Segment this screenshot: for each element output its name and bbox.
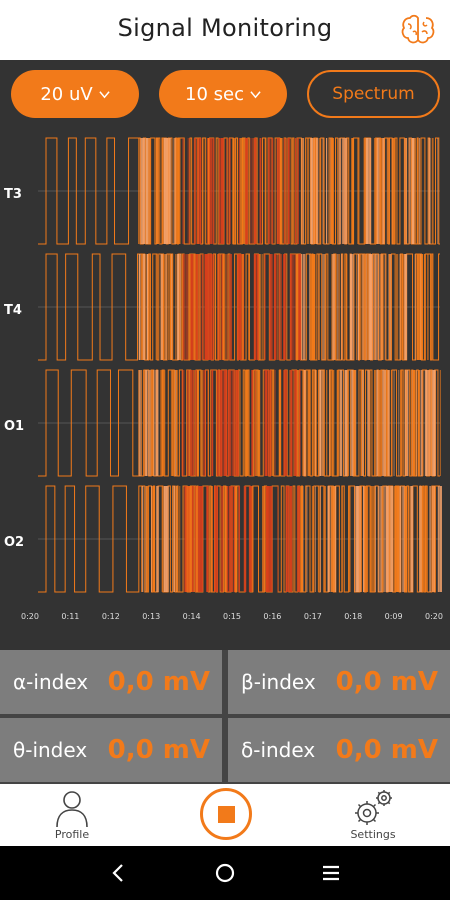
page-title: Signal Monitoring [117,14,333,42]
spectrum-label: Spectrum [332,84,415,104]
time-tick-label: 0:13 [142,612,161,621]
home-icon[interactable] [212,860,238,886]
recents-icon[interactable] [318,860,344,886]
nav-settings-label: Settings [350,828,396,841]
stop-icon [218,806,235,823]
time-tick-label: 0:17 [303,612,322,621]
chevron-down-icon [250,90,261,98]
time-tick-label: 0:20 [21,612,39,621]
time-tick-label: 0:20 [425,612,443,621]
bottom-nav: Profile Settings [0,784,450,846]
timebase-value: 10 sec [185,83,244,105]
gear-icon [355,790,392,825]
signal-plot: T3 T4 O1 O2 0:20 0:11 0:12 0:13 0:14 0:15 0:16… [0,130,450,650]
profile-icon [56,791,88,828]
metric-value: 0,0 mV [335,735,438,765]
metric-value: 0,0 mV [107,667,210,697]
waveform-canvas [38,137,442,593]
metric-value: 0,0 mV [107,735,210,765]
stop-recording-button[interactable] [200,788,252,840]
time-tick-label: 0:09 [384,612,403,621]
index-metrics: α-index 0,0 mV β-index 0,0 mV θ-index 0,… [0,650,450,784]
brain-icon[interactable] [400,12,438,46]
amplitude-select[interactable]: 20 uV [11,70,139,118]
channel-trace-t4 [38,253,440,361]
time-tick-label: 0:18 [344,612,363,621]
time-tick-label: 0:12 [101,612,120,621]
back-icon[interactable] [106,860,132,886]
metric-value: 0,0 mV [335,667,438,697]
metric-name: δ-index [241,738,316,762]
channel-trace-t3 [38,137,440,245]
channel-label-o2: O2 [4,535,25,550]
nav-profile[interactable]: Profile [52,788,92,841]
time-tick-label: 0:15 [223,612,241,621]
control-bar: 20 uV 10 sec Spectrum [0,60,450,130]
channel-label-o1: O1 [4,419,25,434]
time-tick-label: 0:16 [263,612,282,621]
metric-name: β-index [241,670,316,694]
spectrum-button[interactable]: Spectrum [307,70,440,118]
channel-trace-o1 [38,369,441,477]
time-tick-label: 0:14 [182,612,201,621]
channel-label-t3: T3 [4,187,22,202]
delta-index-card: δ-index 0,0 mV [228,718,450,782]
timebase-select[interactable]: 10 sec [159,70,287,118]
theta-index-card: θ-index 0,0 mV [0,718,222,782]
nav-settings[interactable]: Settings [350,788,396,841]
beta-index-card: β-index 0,0 mV [228,650,450,714]
app-header: Signal Monitoring [0,0,450,60]
channel-label-t4: T4 [4,303,22,318]
alpha-index-card: α-index 0,0 mV [0,650,222,714]
amplitude-value: 20 uV [40,83,93,105]
time-tick-label: 0:11 [61,612,80,621]
channel-trace-o2 [38,485,442,593]
chevron-down-icon [99,90,110,98]
metric-name: α-index [13,670,89,694]
nav-profile-label: Profile [54,828,90,841]
metric-name: θ-index [13,738,88,762]
system-nav-bar [0,846,450,900]
